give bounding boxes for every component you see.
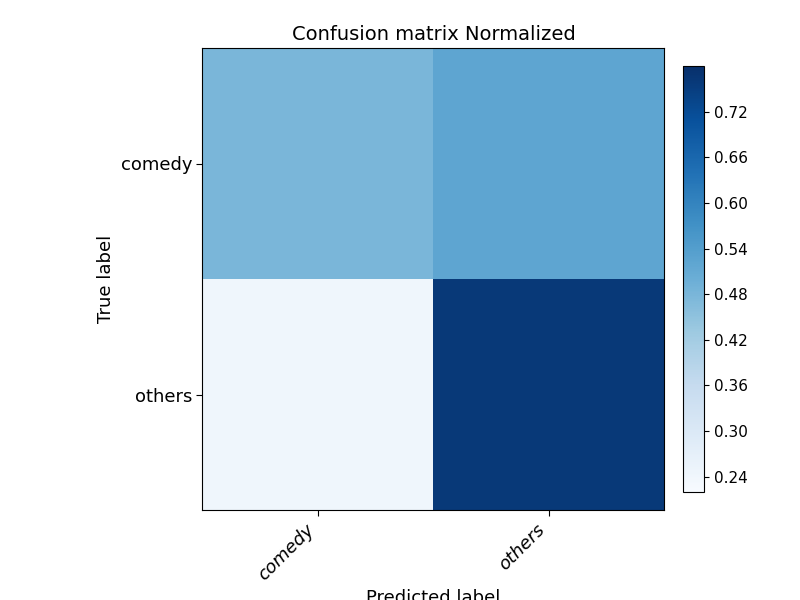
- X-axis label: Predicted label: Predicted label: [366, 589, 501, 600]
- Y-axis label: True label: True label: [97, 235, 115, 323]
- Title: Confusion matrix Normalized: Confusion matrix Normalized: [292, 25, 575, 44]
